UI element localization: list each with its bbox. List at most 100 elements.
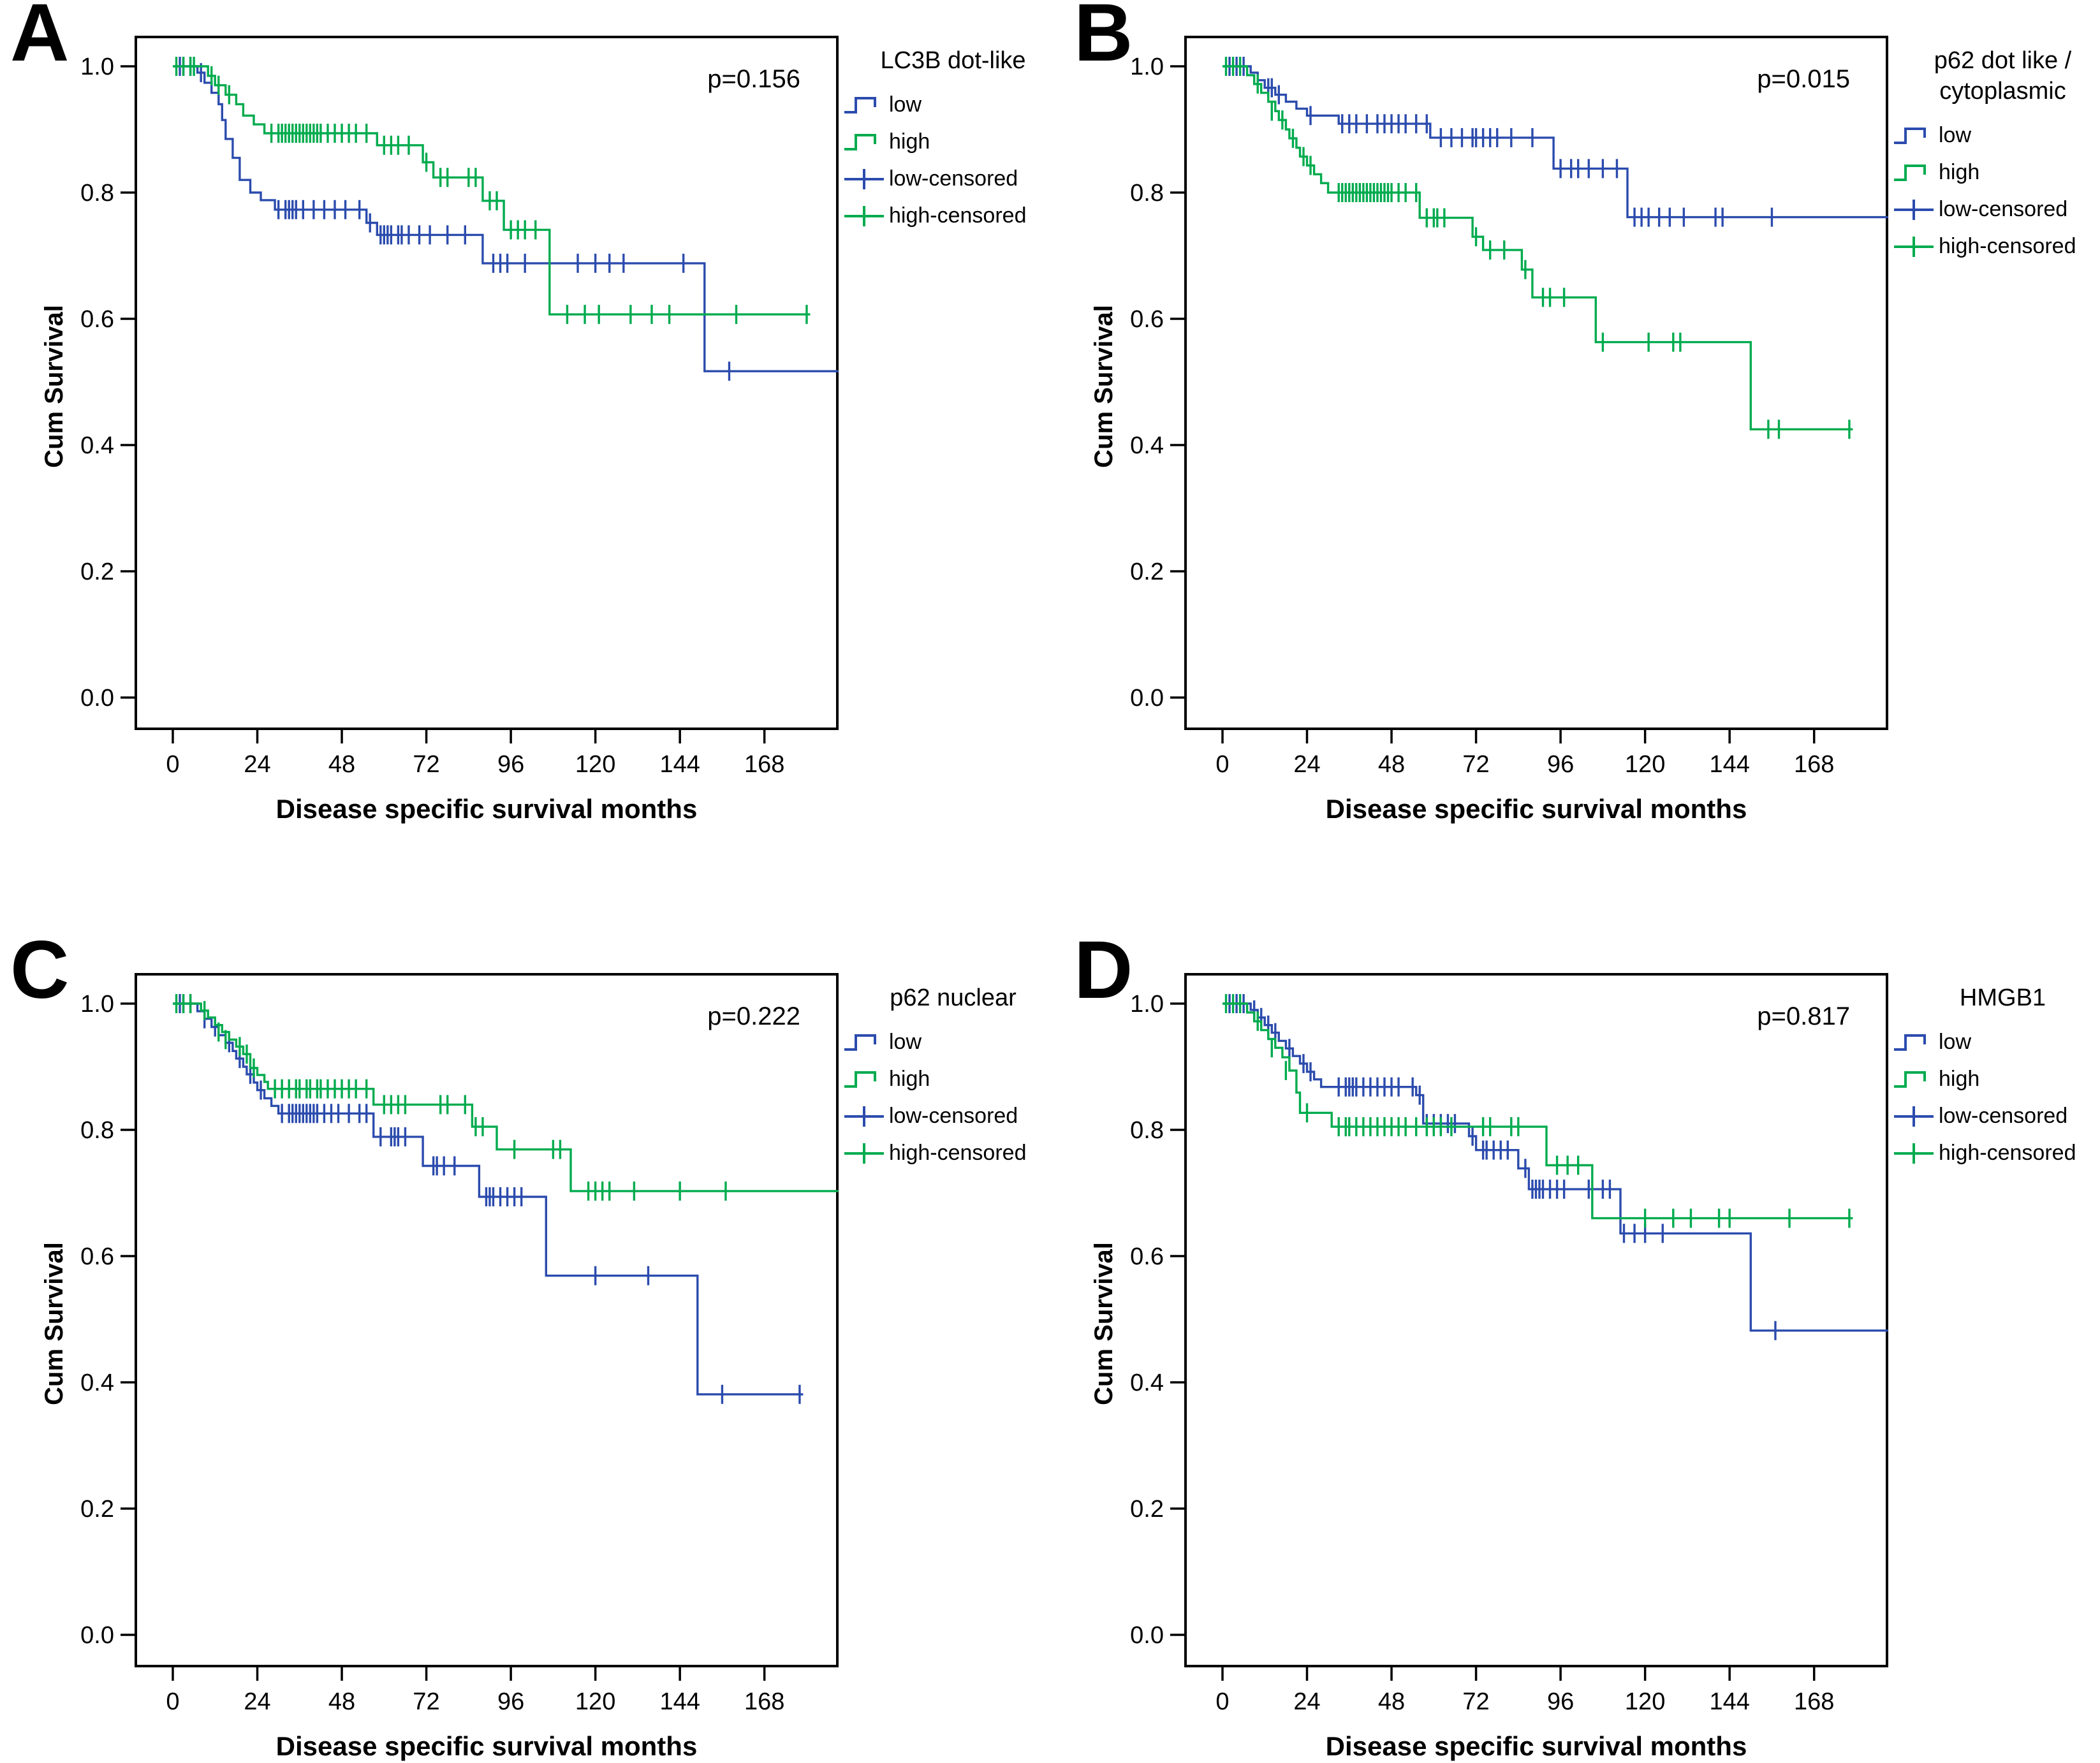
high-line-symbol: [844, 133, 876, 150]
x-tick-label: 72: [413, 751, 439, 778]
x-tick-label: 96: [1547, 1688, 1574, 1715]
survival-curve-high: [1223, 1002, 1853, 1220]
panel-c: C Cum Survival 0 24 48 72 96 120 144 168 0.0 0.2 0…: [0, 930, 1050, 1763]
x-tick-label: 48: [1378, 1688, 1405, 1715]
legend-label: high: [1939, 1067, 1980, 1092]
p-value: p=0.156: [707, 65, 800, 93]
x-tick-label: 120: [1625, 751, 1665, 778]
legend-label: low-censored: [1939, 197, 2068, 222]
survival-curve-high: [173, 65, 811, 316]
x-tick-label: 144: [659, 751, 700, 778]
low-censored-symbol: [844, 1106, 884, 1127]
low-line-symbol: [1894, 1034, 1926, 1051]
x-tick-label: 72: [1462, 1688, 1489, 1715]
x-tick-label: 168: [1794, 751, 1834, 778]
legend-label: low: [889, 1030, 922, 1055]
x-tick-label: 0: [166, 1688, 179, 1715]
p-value: p=0.222: [707, 1002, 800, 1030]
x-axis-label: Disease specific survival months: [1325, 794, 1747, 824]
x-tick-label: 120: [575, 1688, 615, 1715]
y-tick-label: 0.6: [1130, 306, 1164, 333]
legend-item-low-censored: low-censored: [843, 161, 1063, 198]
low-censored-symbol: [1894, 199, 1934, 220]
x-tick-label: 24: [244, 751, 270, 778]
y-tick-label: 0.4: [80, 432, 114, 459]
high-line-symbol: [1894, 1071, 1926, 1088]
y-tick-label: 1.0: [80, 54, 114, 80]
x-tick-label: 144: [1709, 751, 1749, 778]
y-tick-label: 0.2: [1130, 559, 1164, 585]
x-tick-label: 96: [1547, 751, 1574, 778]
survival-curve-low: [1223, 1002, 1888, 1332]
survival-curve-low: [173, 65, 839, 372]
legend-label: low-censored: [1939, 1104, 2068, 1129]
y-tick-label: 1.0: [1130, 54, 1164, 80]
legend-item-high-censored: high-censored: [843, 1135, 1063, 1172]
high-censored-symbol: [1894, 236, 1934, 257]
x-axis-label: Disease specific survival months: [275, 1731, 698, 1761]
x-tick-label: 96: [497, 751, 524, 778]
legend-label: high-censored: [889, 1141, 1027, 1166]
x-tick-label: 24: [244, 1688, 270, 1715]
x-tick-label: 24: [1293, 751, 1320, 778]
x-tick-label: 144: [659, 1688, 700, 1715]
legend-item-low-censored: low-censored: [1893, 191, 2100, 228]
legend-label: low-censored: [889, 1104, 1018, 1129]
legend-item-high-censored: high-censored: [1893, 1135, 2100, 1172]
y-tick-label: 0.8: [1130, 180, 1164, 207]
panel-letter: B: [1074, 0, 1133, 78]
survival-plot: 0 24 48 72 96 120 144 168 0.0 0.2 0.4 0.6 0.8 1.0: [1130, 36, 1888, 778]
survival-plot: 0 24 48 72 96 120 144 168 0.0 0.2 0.4 0.6 0.8 1.0: [80, 36, 839, 778]
y-axis-label: Cum Survival: [1090, 305, 1118, 468]
y-tick-label: 0.2: [1130, 1496, 1164, 1523]
legend-item-low: low: [843, 1024, 1063, 1061]
x-tick-label: 48: [328, 751, 355, 778]
y-tick-label: 0.8: [80, 180, 114, 207]
high-line-symbol: [844, 1071, 876, 1088]
y-tick-label: 0.6: [1130, 1243, 1164, 1270]
p-value: p=0.015: [1757, 65, 1850, 93]
legend: p62 nuclear low high low-censored high-c…: [843, 983, 1063, 1172]
legend-item-high: high: [843, 124, 1063, 161]
high-censored-symbol: [1894, 1143, 1934, 1164]
legend-label: low: [1939, 123, 1972, 148]
x-tick-label: 120: [1625, 1688, 1665, 1715]
survival-plot: 0 24 48 72 96 120 144 168 0.0 0.2 0.4 0.6 0.8 1.0: [1130, 973, 1888, 1715]
x-tick-label: 48: [1378, 751, 1405, 778]
y-axis-label: Cum Survival: [40, 305, 68, 468]
legend-item-low: low: [1893, 117, 2100, 154]
plot-frame: [1184, 973, 1888, 1667]
y-tick-label: 0.0: [1130, 1622, 1164, 1649]
y-tick-label: 0.6: [80, 306, 114, 333]
high-censored-symbol: [844, 205, 884, 226]
legend-label: high: [889, 1067, 930, 1092]
legend-item-low-censored: low-censored: [843, 1098, 1063, 1135]
high-censored-symbol: [844, 1143, 884, 1164]
low-line-symbol: [1894, 127, 1926, 144]
legend-item-low: low: [1893, 1024, 2100, 1061]
legend-title: HMGB1: [1959, 984, 2046, 1011]
x-tick-label: 72: [413, 1688, 439, 1715]
y-tick-label: 0.0: [80, 1622, 114, 1649]
y-tick-label: 0.2: [80, 559, 114, 585]
legend-item-high-censored: high-censored: [1893, 228, 2100, 265]
x-tick-label: 0: [1215, 1688, 1229, 1715]
low-line-symbol: [844, 1034, 876, 1051]
x-tick-label: 24: [1293, 1688, 1320, 1715]
y-tick-label: 0.4: [1130, 1370, 1164, 1396]
survival-curve-high: [1223, 65, 1853, 430]
y-tick-label: 0.0: [1130, 685, 1164, 712]
legend-title: LC3B dot-like: [880, 47, 1026, 74]
y-tick-label: 1.0: [80, 991, 114, 1018]
survival-curve-high: [173, 1002, 839, 1192]
y-tick-label: 0.8: [1130, 1117, 1164, 1144]
legend-label: high-censored: [889, 203, 1027, 228]
y-tick-label: 1.0: [1130, 991, 1164, 1018]
plot-frame: [135, 36, 839, 730]
x-tick-label: 0: [1215, 751, 1229, 778]
legend-label: low-censored: [889, 166, 1018, 191]
legend-item-high: high: [843, 1061, 1063, 1098]
panel-letter: A: [10, 0, 70, 78]
x-tick-label: 168: [744, 1688, 784, 1715]
panel-letter: D: [1074, 925, 1133, 1016]
